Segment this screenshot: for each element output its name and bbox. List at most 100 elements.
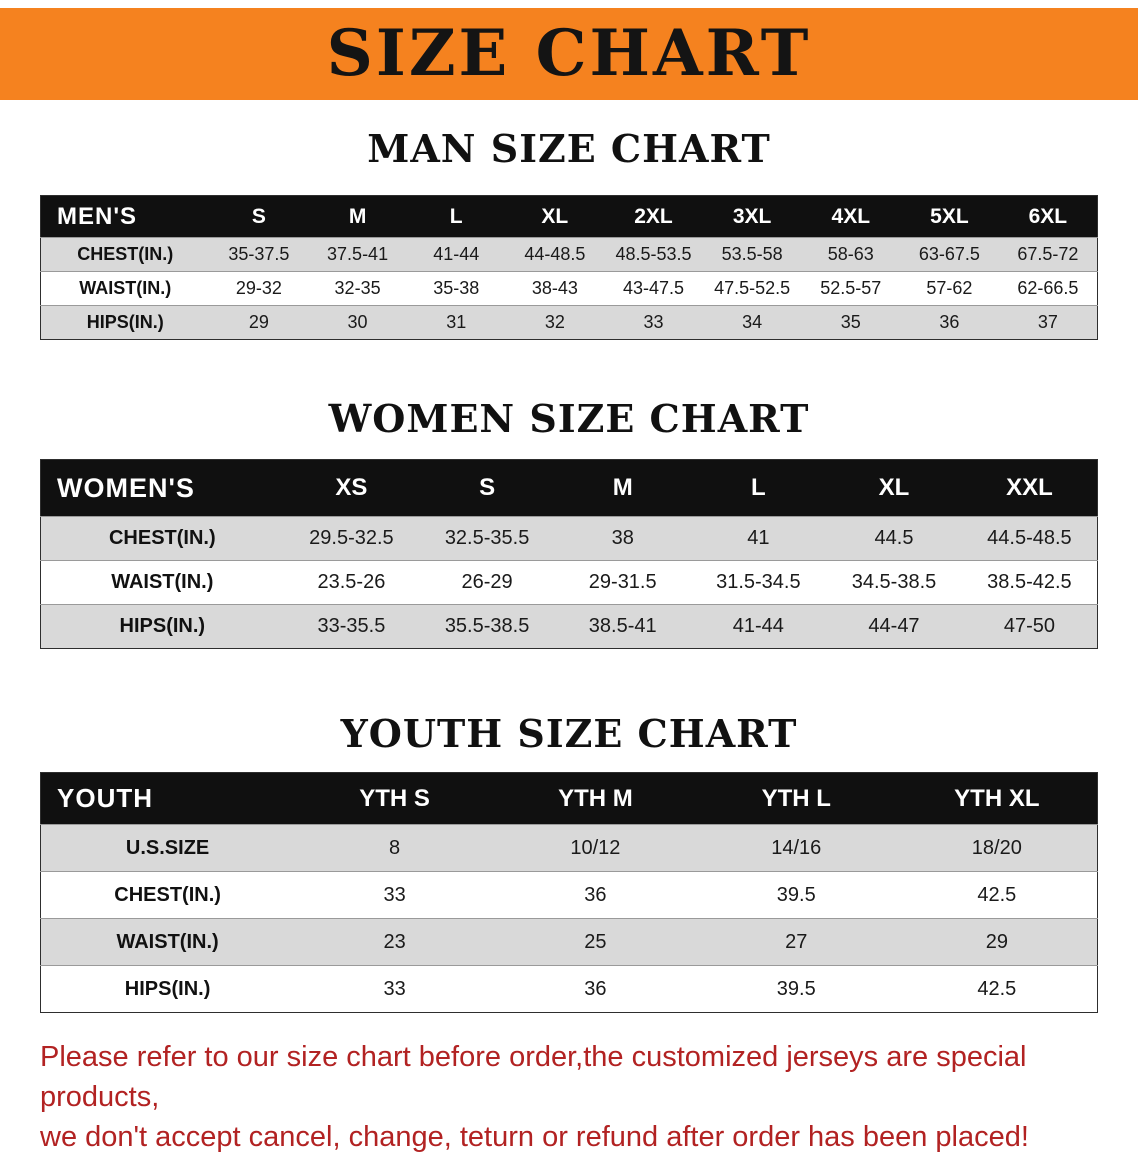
- value-cell: 29-32: [235, 278, 282, 298]
- table-row: CHEST(IN.) 35-37.5 37.5-41 41-44 44-48.5 48.5…: [40, 237, 1098, 272]
- men-section: MAN SIZE CHART MEN'S S M L XL 2XL 3XL 4XL 5XL 6XL…: [0, 126, 1138, 340]
- table-row: WAIST(IN.) 29-32 32-35 35-38 38-43 43-47.5 47.…: [40, 271, 1098, 306]
- value-cell: 35: [840, 312, 861, 332]
- table-row: HIPS(IN.) 29 30 31 32 33 34 35 36 37: [40, 305, 1098, 340]
- value-cell: 32: [544, 312, 565, 332]
- value-cell: 35-38: [433, 278, 480, 298]
- value-cell: 27: [785, 930, 808, 953]
- size-header-cell: M: [554, 459, 691, 517]
- value-cell: 63-67.5: [918, 244, 980, 264]
- value-cell: 14/16: [771, 836, 822, 859]
- size-header-cell: S: [209, 195, 309, 238]
- value-cell: 57-62: [926, 278, 973, 298]
- table-header-row: YOUTH YTH S YTH M YTH L YTH XL: [40, 772, 1098, 825]
- youth-section-heading: YOUTH SIZE CHART: [340, 711, 798, 756]
- value-cell: 33: [383, 883, 406, 906]
- value-cell: 35.5-38.5: [444, 615, 530, 637]
- disclaimer-line-1: Please refer to our size chart before or…: [40, 1041, 1027, 1113]
- row-label-cell: U.S.SIZE: [125, 836, 210, 859]
- size-header-cell: L: [690, 459, 827, 517]
- value-cell: 36: [939, 312, 960, 332]
- table-row: CHEST(IN.) 29.5-32.5 32.5-35.5 38 41 44.5 44.5…: [40, 516, 1098, 561]
- row-label-cell: WAIST(IN.): [79, 278, 172, 298]
- banner: SIZE CHART: [0, 8, 1138, 100]
- row-label-cell: HIPS(IN.): [119, 615, 206, 637]
- value-cell: 36: [584, 883, 607, 906]
- value-cell: 35-37.5: [228, 244, 290, 264]
- value-cell: 58-63: [827, 244, 874, 264]
- value-cell: 32-35: [334, 278, 381, 298]
- value-cell: 38: [611, 527, 634, 549]
- size-header-cell: YTH M: [495, 772, 696, 825]
- row-label-cell: HIPS(IN.): [124, 977, 211, 1000]
- value-cell: 41: [747, 527, 770, 549]
- table-title-cell: WOMEN'S: [40, 459, 284, 517]
- size-header-cell: XXL: [961, 459, 1098, 517]
- disclaimer: Please refer to our size chart before or…: [0, 1037, 1138, 1157]
- table-title-cell: MEN'S: [40, 195, 210, 238]
- value-cell: 41-44: [732, 615, 784, 637]
- table-row: HIPS(IN.) 33 36 39.5 42.5: [40, 965, 1098, 1013]
- value-cell: 10/12: [570, 836, 621, 859]
- row-label-cell: CHEST(IN.): [108, 527, 216, 549]
- value-cell: 41-44: [433, 244, 480, 264]
- value-cell: 38.5-42.5: [987, 571, 1072, 593]
- value-cell: 33-35.5: [317, 615, 386, 637]
- value-cell: 26-29: [461, 571, 513, 593]
- value-cell: 47.5-52.5: [714, 278, 791, 298]
- value-cell: 44.5-48.5: [987, 527, 1072, 549]
- row-label-cell: CHEST(IN.): [77, 244, 174, 264]
- value-cell: 31: [446, 312, 467, 332]
- disclaimer-line-2: we don't accept cancel, change, teturn o…: [40, 1121, 1029, 1153]
- value-cell: 38-43: [531, 278, 578, 298]
- value-cell: 53.5-58: [721, 244, 783, 264]
- size-header-cell: L: [406, 195, 506, 238]
- youth-size-table: YOUTH YTH S YTH M YTH L YTH XL U.S.SIZE 8 10/12…: [40, 772, 1098, 1013]
- value-cell: 29: [248, 312, 269, 332]
- table-header-row: MEN'S S M L XL 2XL 3XL 4XL 5XL 6XL: [40, 195, 1098, 238]
- size-header-cell: 5XL: [900, 195, 999, 238]
- size-header-cell: XL: [826, 459, 962, 517]
- size-header-cell: YTH L: [695, 772, 897, 825]
- value-cell: 33: [643, 312, 664, 332]
- women-section: WOMEN SIZE CHART WOMEN'S XS S M L XL XXL CHEST(…: [0, 396, 1138, 649]
- value-cell: 42.5: [977, 977, 1017, 1000]
- size-header-cell: 4XL: [801, 195, 901, 238]
- value-cell: 34: [742, 312, 763, 332]
- value-cell: 36: [584, 977, 607, 1000]
- size-header-cell: XS: [283, 459, 420, 517]
- women-section-heading: WOMEN SIZE CHART: [328, 396, 810, 441]
- value-cell: 47-50: [1003, 615, 1055, 637]
- value-cell: 23: [383, 930, 406, 953]
- table-row: U.S.SIZE 8 10/12 14/16 18/20: [40, 824, 1098, 872]
- table-header-row: WOMEN'S XS S M L XL XXL: [40, 459, 1098, 517]
- value-cell: 33: [383, 977, 406, 1000]
- youth-section: YOUTH SIZE CHART YOUTH YTH S YTH M YTH L YTH…: [0, 711, 1138, 1013]
- value-cell: 44.5: [874, 527, 914, 549]
- row-label-cell: WAIST(IN.): [116, 930, 219, 953]
- size-header-cell: M: [308, 195, 407, 238]
- size-chart-page: SIZE CHART MAN SIZE CHART MEN'S S M L XL 2XL 3…: [0, 8, 1138, 1157]
- value-cell: 29-31.5: [588, 571, 657, 593]
- row-label-cell: CHEST(IN.): [114, 883, 221, 906]
- value-cell: 67.5-72: [1017, 244, 1079, 264]
- value-cell: 8: [389, 836, 401, 859]
- value-cell: 30: [347, 312, 368, 332]
- women-size-table: WOMEN'S XS S M L XL XXL CHEST(IN.) 29.5-32.5 32.5…: [40, 459, 1098, 649]
- table-row: CHEST(IN.) 33 36 39.5 42.5: [40, 871, 1098, 919]
- size-header-cell: YTH S: [294, 772, 495, 825]
- value-cell: 25: [584, 930, 607, 953]
- value-cell: 18/20: [971, 836, 1022, 859]
- value-cell: 39.5: [776, 883, 816, 906]
- size-header-cell: S: [419, 459, 555, 517]
- value-cell: 31.5-34.5: [716, 571, 801, 593]
- value-cell: 43-47.5: [622, 278, 685, 298]
- value-cell: 44-48.5: [524, 244, 586, 264]
- row-label-cell: HIPS(IN.): [86, 312, 164, 332]
- size-header-cell: 2XL: [604, 195, 703, 238]
- table-row: WAIST(IN.) 23 25 27 29: [40, 918, 1098, 966]
- value-cell: 42.5: [977, 883, 1017, 906]
- value-cell: 23.5-26: [317, 571, 386, 593]
- men-section-heading: MAN SIZE CHART: [367, 126, 771, 171]
- row-label-cell: WAIST(IN.): [111, 571, 214, 593]
